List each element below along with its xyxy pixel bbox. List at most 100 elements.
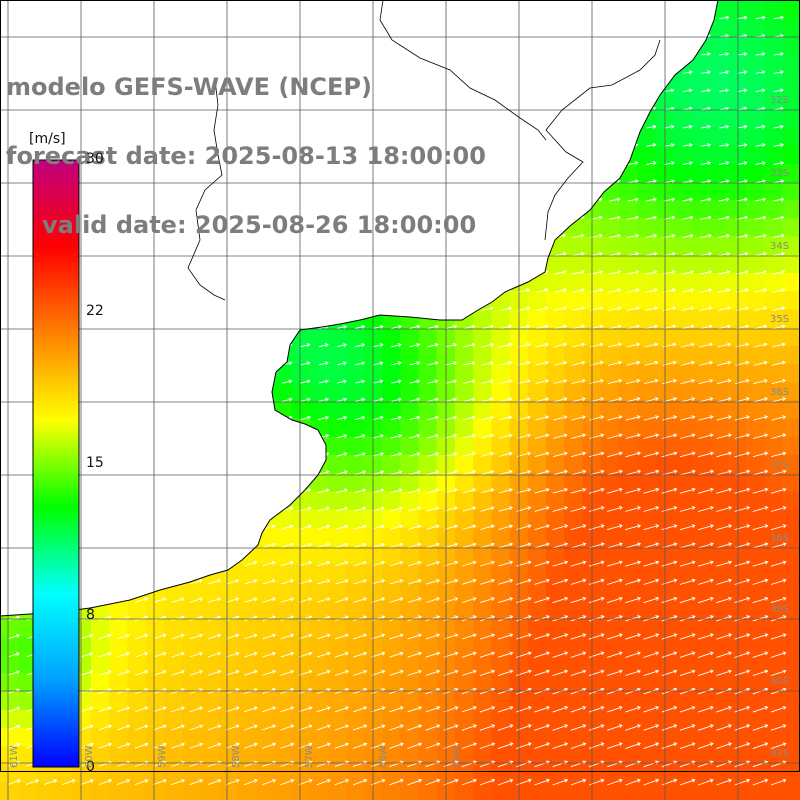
wind-speed-cell <box>618 455 638 474</box>
wind-speed-cell <box>273 673 292 693</box>
wind-speed-cell <box>309 546 329 565</box>
wind-arrow <box>444 451 458 457</box>
wind-speed-cell <box>764 764 784 784</box>
wind-speed-cell <box>709 764 729 784</box>
wind-arrow <box>571 397 586 403</box>
wind-speed-cell <box>309 327 329 347</box>
wind-speed-cell <box>618 291 638 310</box>
wind-speed-cell <box>473 400 492 420</box>
wind-speed-cell <box>564 273 583 292</box>
wind-arrow <box>171 778 186 786</box>
wind-speed-cell <box>127 637 147 656</box>
colorbar-tick-label: 30 <box>86 151 104 167</box>
wind-speed-cell <box>673 254 693 274</box>
wind-arrow <box>534 578 551 585</box>
wind-arrow <box>498 488 513 494</box>
wind-speed-cell <box>109 746 128 765</box>
wind-speed-cell <box>182 709 201 729</box>
wind-arrow <box>752 469 769 476</box>
wind-arrow <box>98 779 113 786</box>
wind-speed-cell <box>163 691 183 711</box>
wind-arrow <box>716 669 733 677</box>
wind-arrow <box>645 179 657 184</box>
wind-speed-cell <box>691 655 711 674</box>
wind-arrow <box>135 597 149 603</box>
wind-arrow <box>552 560 569 567</box>
wind-speed-cell <box>709 127 729 147</box>
wind-speed-cell <box>200 618 219 638</box>
wind-arrow <box>770 705 787 713</box>
wind-speed-cell <box>782 673 800 693</box>
wind-speed-cell <box>618 564 638 583</box>
wind-arrow <box>189 724 204 731</box>
wind-speed-cell <box>782 54 800 74</box>
wind-speed-cell <box>491 382 511 401</box>
wind-speed-cell <box>455 709 474 729</box>
wind-arrow <box>445 415 458 421</box>
wind-speed-cell <box>109 673 128 693</box>
wind-arrow <box>552 487 569 494</box>
wind-speed-cell <box>254 709 274 729</box>
wind-speed-cell <box>564 327 583 347</box>
wind-speed-cell <box>236 782 256 800</box>
wind-arrow <box>588 524 605 531</box>
wind-arrow <box>755 161 766 166</box>
wind-arrow <box>262 724 277 731</box>
wind-speed-cell <box>291 364 310 383</box>
wind-speed-cell <box>746 400 765 420</box>
wind-arrow <box>608 270 622 275</box>
wind-arrow <box>770 669 787 677</box>
wind-arrow <box>353 597 368 603</box>
wind-speed-cell <box>564 473 583 492</box>
wind-speed-cell <box>709 728 729 747</box>
wind-speed-cell <box>309 345 329 365</box>
wind-speed-cell <box>673 436 693 456</box>
wind-speed-cell <box>91 764 110 784</box>
wind-arrow <box>480 542 495 549</box>
wind-arrow <box>407 597 422 603</box>
wind-arrow <box>606 524 623 531</box>
wind-speed-cell <box>728 364 747 383</box>
wind-speed-cell <box>455 491 474 511</box>
wind-arrow <box>262 633 277 640</box>
wind-speed-cell <box>527 673 547 693</box>
wind-speed-cell <box>673 218 693 238</box>
wind-arrow <box>445 342 458 348</box>
wind-speed-cell <box>473 418 492 438</box>
wind-arrow <box>189 706 204 713</box>
wind-speed-cell <box>637 582 656 602</box>
wind-speed-cell <box>764 728 784 747</box>
wind-arrow <box>644 288 658 293</box>
wind-arrow <box>734 651 751 658</box>
wind-arrow <box>425 669 441 676</box>
wind-speed-cell <box>709 509 729 529</box>
wind-arrow <box>497 778 514 786</box>
wind-speed-cell <box>418 527 438 547</box>
wind-arrow <box>371 579 386 585</box>
wind-arrow <box>607 687 623 695</box>
wind-speed-cell <box>200 746 219 765</box>
wind-arrow <box>719 124 730 129</box>
wind-speed-cell <box>673 746 693 765</box>
wind-arrow <box>425 597 441 603</box>
wind-speed-cell <box>473 746 492 765</box>
wind-arrow <box>244 633 258 640</box>
wind-arrow <box>679 596 696 604</box>
wind-speed-cell <box>382 509 401 529</box>
wind-arrow <box>334 651 350 658</box>
wind-arrow <box>152 778 167 786</box>
wind-speed-cell <box>746 309 765 329</box>
wind-arrow <box>680 360 695 366</box>
wind-speed-cell <box>546 273 565 292</box>
wind-arrow <box>334 778 350 786</box>
wind-speed-cell <box>400 764 420 784</box>
wind-arrow <box>552 506 569 512</box>
wind-speed-cell <box>473 637 492 656</box>
wind-arrow <box>517 288 531 293</box>
wind-speed-cell <box>728 109 747 128</box>
wind-arrow <box>298 669 313 676</box>
wind-speed-cell <box>418 728 438 747</box>
wind-speed-cell <box>418 436 438 456</box>
wind-arrow <box>625 378 641 385</box>
wind-speed-cell <box>0 728 19 747</box>
